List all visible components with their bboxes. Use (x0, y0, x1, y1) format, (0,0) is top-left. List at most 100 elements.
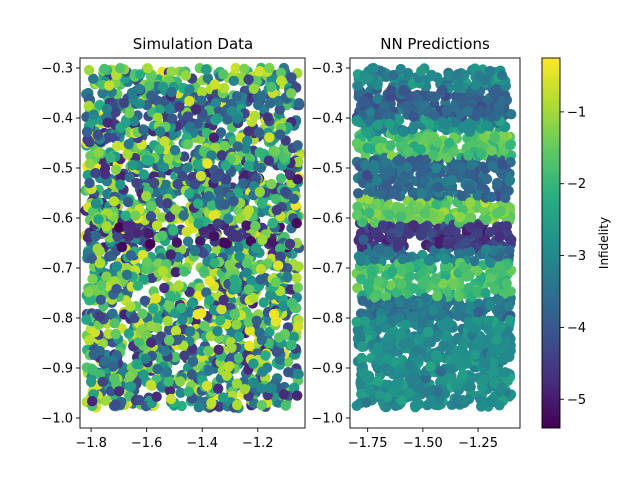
scatter-point (452, 90, 463, 101)
scatter-point (239, 63, 250, 74)
scatter-point (198, 265, 209, 277)
scatter-point (208, 210, 219, 221)
scatter-point (241, 258, 253, 269)
scatter-point (83, 100, 94, 112)
scatter-point (202, 73, 214, 84)
scatter-point (196, 86, 208, 98)
scatter-point (249, 110, 261, 122)
scatter-point (256, 91, 267, 102)
scatter-point (478, 204, 490, 216)
scatter-point (145, 379, 156, 390)
scatter-point (494, 231, 505, 243)
scatter-point (84, 335, 95, 346)
scatter-point (223, 213, 234, 224)
scatter-point (352, 282, 363, 294)
scatter-point (269, 146, 281, 157)
scatter-point (122, 196, 134, 208)
scatter-point (229, 282, 240, 293)
scatter-point (275, 243, 286, 254)
scatter-point (179, 266, 190, 277)
y-tick-label: −0.4 (311, 112, 343, 127)
scatter-point (104, 80, 115, 91)
scatter-point (396, 395, 407, 406)
scatter-point (363, 73, 374, 84)
scatter-point (133, 336, 145, 347)
scatter-point (266, 237, 277, 248)
scatter-point (489, 283, 501, 295)
scatter-point (132, 280, 144, 291)
scatter-point (161, 366, 173, 378)
scatter-point (472, 265, 483, 276)
scatter-point (503, 300, 514, 312)
scatter-point (179, 151, 190, 162)
scatter-point (456, 345, 467, 357)
scatter-point (248, 292, 259, 304)
scatter-point (151, 391, 162, 402)
colorbar-tick-label: −3 (567, 249, 586, 264)
scatter-point (356, 352, 367, 364)
scatter-point (292, 282, 303, 293)
scatter-point (85, 295, 96, 306)
y-tick-label: −0.6 (311, 212, 343, 227)
scatter-point (173, 280, 184, 291)
scatter-point (215, 315, 226, 326)
scatter-point (369, 291, 380, 303)
scatter-point (250, 243, 262, 254)
scatter-point (129, 312, 140, 324)
scatter-point (275, 251, 286, 262)
scatter-point (465, 381, 476, 393)
scatter-point (164, 385, 175, 396)
scatter-point (229, 309, 240, 320)
scatter-point (180, 70, 192, 81)
scatter-point (96, 280, 107, 291)
scatter-point (393, 378, 404, 389)
scatter-point (110, 399, 121, 410)
scatter-point (422, 400, 433, 411)
scatter-point (380, 291, 392, 302)
scatter-point (204, 275, 215, 287)
scatter-point (376, 313, 387, 324)
scatter-point (489, 344, 500, 355)
scatter-point (392, 155, 403, 167)
scatter-point (278, 389, 290, 400)
scatter-point (266, 178, 277, 190)
scatter-point (154, 144, 165, 155)
scatter-point (291, 272, 302, 284)
y-tick-label: −0.6 (41, 212, 73, 227)
scatter-point (360, 160, 371, 171)
scatter-point (479, 373, 490, 384)
scatter-point (374, 243, 385, 254)
colorbar-tick-label: −5 (567, 393, 586, 408)
colorbar-tick-label: −4 (567, 321, 586, 336)
scatter-point (374, 355, 385, 366)
scatter-point (375, 142, 386, 154)
scatter-point (170, 325, 182, 337)
scatter-point (213, 344, 224, 355)
scatter-point (202, 158, 213, 169)
scatter-point (381, 180, 392, 191)
scatter-point (382, 353, 393, 364)
scatter-point (395, 211, 407, 222)
scatter-point (170, 204, 181, 215)
scatter-point (208, 132, 220, 143)
scatter-point (121, 269, 133, 280)
scatter-point (247, 377, 259, 388)
scatter-point (120, 210, 131, 221)
scatter-point (430, 399, 441, 410)
scatter-point (487, 160, 498, 172)
scatter-point (409, 372, 421, 383)
scatter-point (359, 316, 370, 327)
scatter-point (144, 155, 155, 166)
scatter-point (209, 79, 220, 90)
scatter-point (145, 211, 157, 222)
scatter-point (189, 179, 201, 190)
scatter-point (274, 104, 285, 115)
scatter-point (146, 200, 157, 212)
scatter-point (457, 369, 469, 380)
scatter-point (162, 198, 173, 209)
scatter-point (494, 261, 505, 272)
scatter-point (81, 314, 92, 325)
scatter-point (484, 396, 495, 407)
scatter-point (159, 282, 170, 294)
scatter-point (461, 358, 473, 369)
